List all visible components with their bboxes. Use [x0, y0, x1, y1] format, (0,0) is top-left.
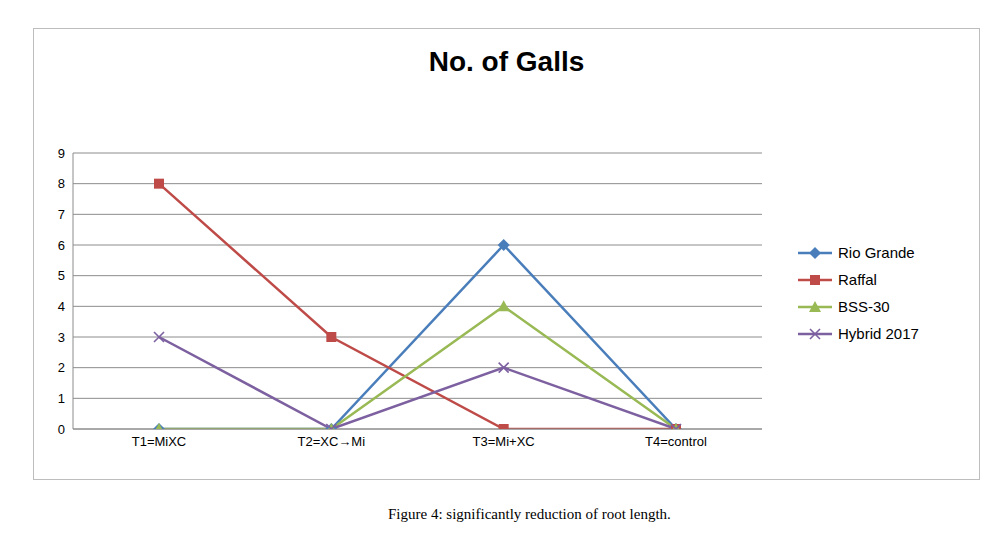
svg-text:1: 1: [58, 391, 65, 406]
html-text:No. of Galls: No. of Galls: [428, 46, 585, 77]
svg-text:6: 6: [58, 238, 65, 253]
svg-text:8: 8: [58, 176, 65, 191]
svg-text:7: 7: [58, 207, 65, 222]
html-text:Rio Grande: Rio Grande: [838, 244, 915, 261]
svg-text:5: 5: [58, 268, 65, 283]
html-text:Hybrid 2017: Hybrid 2017: [838, 325, 919, 342]
svg-text:3: 3: [58, 330, 65, 345]
svg-text:T4=control: T4=control: [645, 434, 707, 449]
svg-text:T2=XC→Mi: T2=XC→Mi: [298, 434, 366, 449]
svg-text:4: 4: [58, 299, 65, 314]
html-text:Raffal: Raffal: [838, 271, 877, 288]
html-text:Figure 4: significantly reduct: Figure 4: significantly reduction of roo…: [388, 506, 671, 522]
svg-text:T1=MiXC: T1=MiXC: [132, 434, 187, 449]
html-text:BSS-30: BSS-30: [838, 298, 890, 315]
svg-text:0: 0: [58, 422, 65, 437]
svg-text:9: 9: [58, 146, 65, 161]
svg-text:T3=Mi+XC: T3=Mi+XC: [473, 434, 535, 449]
svg-text:2: 2: [58, 360, 65, 375]
